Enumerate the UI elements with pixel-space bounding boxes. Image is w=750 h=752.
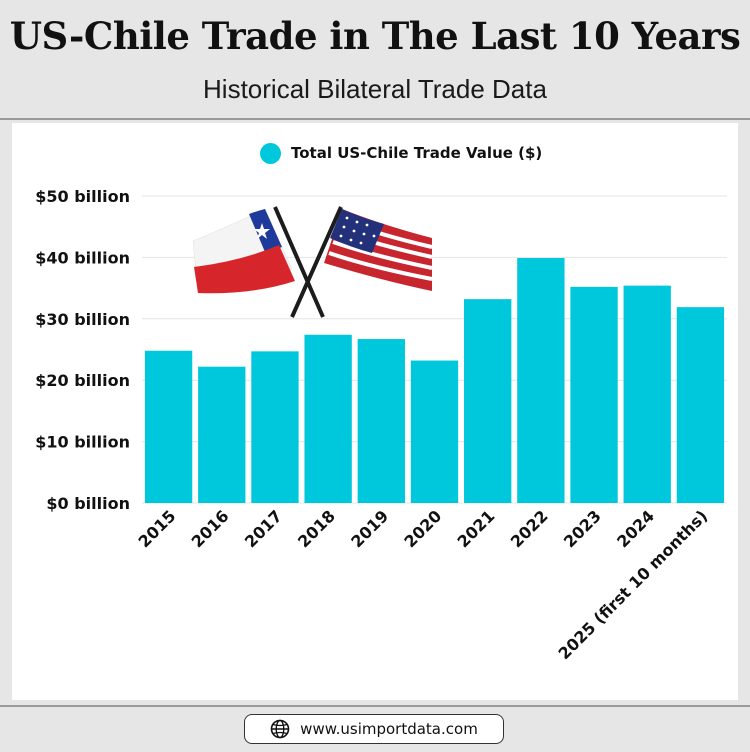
- bar-2018: [304, 334, 352, 503]
- bar-2022: [517, 258, 565, 503]
- x-tick-label: 2023: [560, 506, 605, 551]
- bar-chart: $0 billion $10 billion $20 billion $30 bill…: [35, 187, 727, 663]
- x-tick-label: 2019: [347, 506, 392, 551]
- website-url[interactable]: www.usimportdata.com: [300, 720, 478, 738]
- header: US-Chile Trade in The Last 10 Years Hist…: [0, 0, 750, 120]
- y-tick-label: $10 billion: [35, 433, 130, 452]
- legend: Total US-Chile Trade Value ($): [260, 141, 542, 165]
- footer: www.usimportdata.com: [0, 705, 750, 752]
- legend-label: Total US-Chile Trade Value ($): [291, 144, 543, 162]
- x-tick-label: 2020: [400, 506, 445, 551]
- legend-swatch: [260, 142, 281, 164]
- x-tick-label: 2017: [241, 506, 286, 551]
- y-tick-label: $40 billion: [35, 248, 130, 267]
- x-tick-label: 2015: [134, 506, 179, 551]
- y-tick-label: $0 billion: [46, 494, 130, 513]
- bar-2019: [357, 339, 405, 503]
- x-tick-label: 2021: [454, 506, 499, 551]
- bar-2025: [676, 307, 725, 503]
- globe-icon: [270, 719, 290, 739]
- x-axis-ticks: 2015 2016 2017 2018 2019 2020 2021 2022 2023 2024…: [134, 506, 711, 663]
- page-subtitle: Historical Bilateral Trade Data: [203, 74, 547, 104]
- x-tick-label: 2022: [507, 506, 552, 551]
- bar-2020: [410, 360, 459, 503]
- bar-2024: [623, 285, 671, 503]
- bar-2016: [198, 366, 246, 503]
- bar-2023: [570, 286, 618, 503]
- page-title: US-Chile Trade in The Last 10 Years: [9, 14, 741, 58]
- x-tick-label: 2018: [294, 506, 339, 551]
- bar-2017: [251, 351, 299, 503]
- x-tick-label: 2016: [188, 506, 233, 551]
- bars: [144, 258, 725, 503]
- y-tick-label: $20 billion: [35, 371, 130, 390]
- bar-2021: [464, 299, 512, 503]
- x-tick-label: 2024: [613, 506, 658, 551]
- y-axis-ticks: $0 billion $10 billion $20 billion $30 bill…: [35, 187, 130, 513]
- bar-2015: [144, 350, 193, 503]
- y-tick-label: $30 billion: [35, 310, 130, 329]
- chart-panel: $0 billion $10 billion $20 billion $30 bill…: [12, 123, 738, 700]
- crossed-flags-chile-usa-icon: [192, 206, 433, 318]
- y-tick-label: $50 billion: [35, 187, 130, 206]
- website-link[interactable]: www.usimportdata.com: [244, 714, 504, 744]
